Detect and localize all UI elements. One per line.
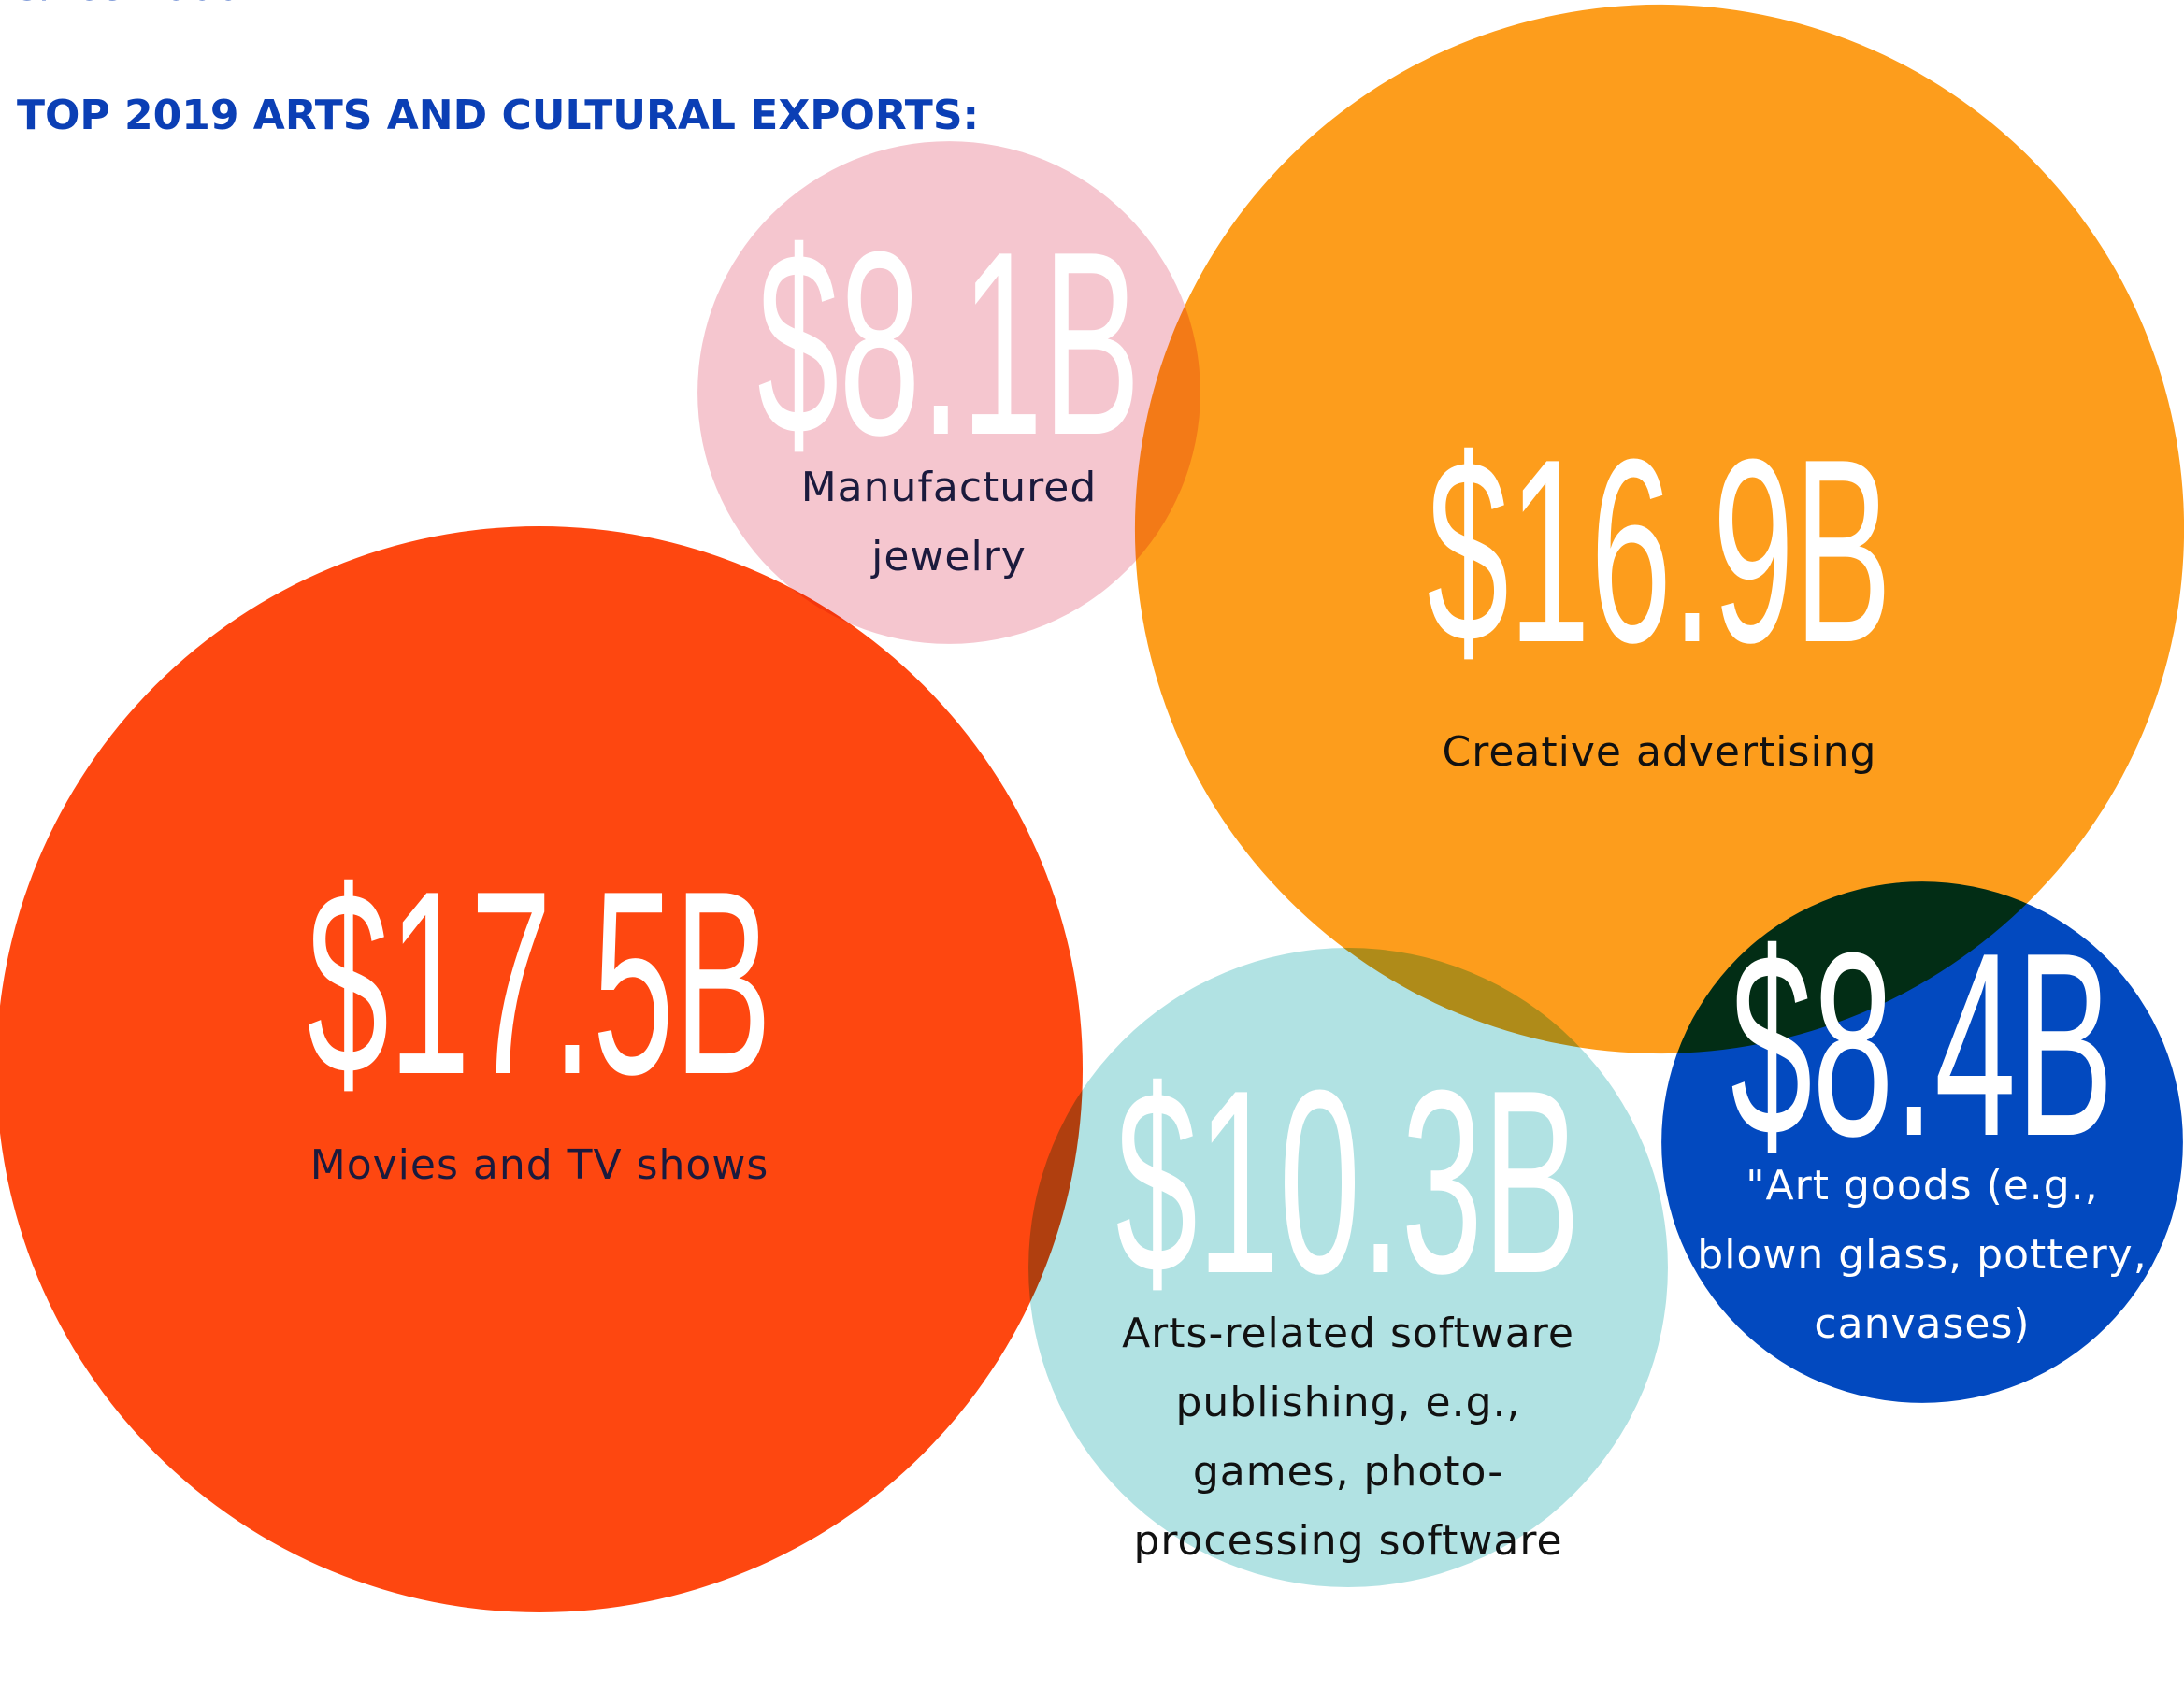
bubble	[697, 141, 1200, 644]
bubble	[1135, 5, 2184, 1053]
chart-title: TOP 2019 ARTS AND CULTURAL EXPORTS:	[17, 92, 980, 139]
category-label: Manufactured jewelry	[800, 464, 1098, 580]
value-label: $8.1B	[757, 198, 1141, 490]
subtitle: since 2000.	[17, 0, 254, 10]
value-label: $10.3B	[1115, 1037, 1581, 1328]
value-label: $8.4B	[1731, 899, 2114, 1191]
category-label: "Art goods (e.g., blown glass, pottery, …	[1697, 1162, 2148, 1348]
value-label: $16.9B	[1427, 406, 1892, 697]
category-label: Movies and TV shows	[309, 1141, 769, 1189]
bubble	[1661, 881, 2183, 1403]
category-label: Arts-related software publishing, e.g., …	[1122, 1310, 1574, 1565]
bubble	[1028, 948, 1668, 1587]
bubble	[0, 526, 1083, 1612]
category-label: Creative advertising	[1442, 728, 1877, 776]
value-label: $17.5B	[307, 838, 772, 1129]
